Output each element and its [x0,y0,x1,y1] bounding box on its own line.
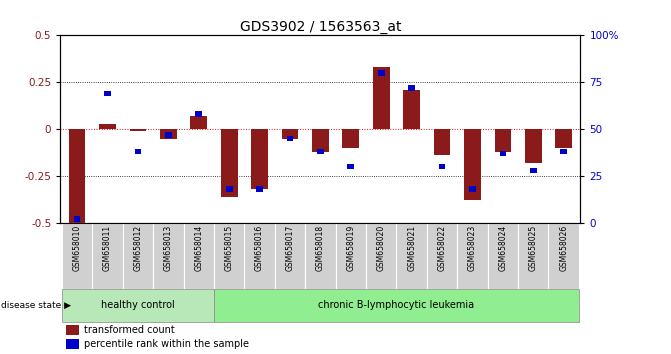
Bar [464,129,481,200]
Bar [165,132,172,138]
Bar [488,223,518,289]
Bar [66,325,79,335]
Bar [518,223,548,289]
Text: transformed count: transformed count [84,325,174,335]
Bar [130,129,146,131]
Bar [427,223,457,289]
Text: GSM658022: GSM658022 [437,225,446,271]
Bar [160,129,176,138]
Bar [336,223,366,289]
Bar [378,70,384,76]
Text: GSM658018: GSM658018 [316,225,325,271]
Bar [66,339,79,349]
Bar [226,186,233,192]
Bar [469,186,476,192]
Text: percentile rank within the sample: percentile rank within the sample [84,339,249,349]
Bar [548,223,579,289]
Bar [221,129,238,197]
Bar [348,164,354,170]
Text: GSM658010: GSM658010 [72,225,82,271]
Text: GSM658025: GSM658025 [529,225,537,271]
Text: GSM658019: GSM658019 [346,225,356,271]
Text: GSM658024: GSM658024 [499,225,507,271]
Bar [312,129,329,152]
Text: GSM658026: GSM658026 [559,225,568,271]
Bar [403,90,420,129]
Bar [93,223,123,289]
Text: GSM658015: GSM658015 [225,225,234,271]
Text: healthy control: healthy control [101,301,175,310]
Text: GSM658020: GSM658020 [376,225,386,271]
Bar [74,216,81,222]
Bar [123,223,153,289]
Bar [68,129,85,223]
Bar [244,223,275,289]
Bar [499,151,506,156]
Text: GSM658021: GSM658021 [407,225,416,271]
Bar [62,223,93,289]
Bar [397,223,427,289]
Bar [104,91,111,96]
Text: GSM658023: GSM658023 [468,225,477,271]
Title: GDS3902 / 1563563_at: GDS3902 / 1563563_at [240,21,401,34]
Bar [305,223,336,289]
Bar [287,136,293,141]
Bar [530,167,537,173]
Bar [408,85,415,91]
Bar [153,223,184,289]
Bar [439,164,446,170]
Bar [560,149,567,154]
Bar [373,67,390,129]
Bar [184,223,214,289]
Bar [342,129,359,148]
Bar [135,149,142,154]
Bar [195,112,202,117]
Bar [251,129,268,189]
Bar [214,223,244,289]
Bar [282,129,299,138]
Bar [256,186,263,192]
Bar [366,223,397,289]
Text: GSM658017: GSM658017 [285,225,295,271]
Bar [62,289,214,322]
Bar [317,149,323,154]
Text: disease state ▶: disease state ▶ [1,301,70,310]
Bar [99,124,116,129]
Bar [214,289,579,322]
Text: GSM658012: GSM658012 [134,225,142,271]
Bar [525,129,541,163]
Text: chronic B-lymphocytic leukemia: chronic B-lymphocytic leukemia [318,301,474,310]
Bar [556,129,572,148]
Bar [495,129,511,152]
Text: GSM658016: GSM658016 [255,225,264,271]
Bar [275,223,305,289]
Text: GSM658013: GSM658013 [164,225,173,271]
Text: GSM658011: GSM658011 [103,225,112,271]
Text: GSM658014: GSM658014 [195,225,203,271]
Bar [191,116,207,129]
Bar [433,129,450,155]
Bar [457,223,488,289]
